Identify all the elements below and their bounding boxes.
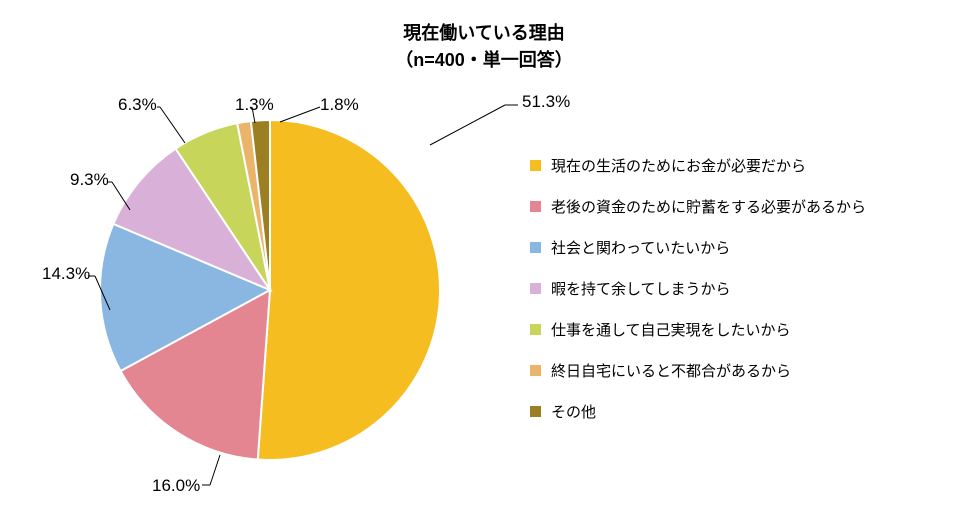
legend-label: 社会と関わっていたいから	[551, 237, 730, 258]
legend-label: 終日自宅にいると不都合があるから	[551, 360, 791, 381]
legend-swatch	[530, 242, 541, 253]
legend-label: 暇を持て余してしまうから	[551, 278, 731, 299]
chart-container: 現在働いている理由 （n=400・単一回答） 現在の生活のためにお金が必要だから…	[0, 0, 968, 530]
slice-value-label: 1.3%	[235, 95, 274, 115]
slice-value-label: 14.3%	[42, 264, 90, 284]
legend-item: 現在の生活のためにお金が必要だから	[530, 155, 866, 176]
legend-swatch	[530, 324, 541, 335]
legend-label: 老後の資金のために貯蓄をする必要があるから	[551, 196, 866, 217]
slice-value-label: 9.3%	[70, 170, 109, 190]
legend-item: その他	[530, 401, 866, 422]
legend-item: 社会と関わっていたいから	[530, 237, 866, 258]
pie-svg	[100, 120, 440, 460]
slice-value-label: 16.0%	[152, 476, 200, 496]
legend-swatch	[530, 406, 541, 417]
legend-swatch	[530, 365, 541, 376]
legend: 現在の生活のためにお金が必要だから老後の資金のために貯蓄をする必要があるから社会…	[530, 155, 866, 442]
legend-item: 仕事を通して自己実現をしたいから	[530, 319, 866, 340]
legend-item: 終日自宅にいると不都合があるから	[530, 360, 866, 381]
chart-title-line2: （n=400・単一回答）	[395, 50, 573, 70]
leader-line	[430, 105, 505, 145]
pie-slice	[258, 120, 440, 460]
legend-swatch	[530, 160, 541, 171]
slice-value-label: 51.3%	[522, 92, 570, 112]
legend-item: 暇を持て余してしまうから	[530, 278, 866, 299]
legend-item: 老後の資金のために貯蓄をする必要があるから	[530, 196, 866, 217]
legend-label: 仕事を通して自己実現をしたいから	[551, 319, 791, 340]
slice-value-label: 6.3%	[118, 95, 157, 115]
legend-swatch	[530, 283, 541, 294]
chart-title: 現在働いている理由 （n=400・単一回答）	[0, 20, 968, 74]
legend-swatch	[530, 201, 541, 212]
legend-label: 現在の生活のためにお金が必要だから	[551, 155, 806, 176]
slice-value-label: 1.8%	[320, 95, 359, 115]
pie-chart	[100, 120, 440, 460]
legend-label: その他	[551, 401, 596, 422]
chart-title-line1: 現在働いている理由	[403, 23, 564, 43]
